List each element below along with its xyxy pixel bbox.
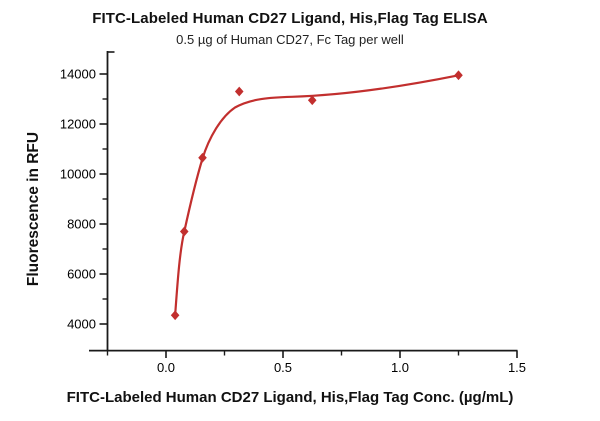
y-tick-label: 6000 [67,267,96,282]
data-point [234,86,244,97]
data-point [198,152,207,163]
data-point [170,310,180,321]
x-tick-label: 1.5 [508,360,526,375]
data-point [307,95,317,106]
x-tick-label: 0.5 [274,360,292,375]
fit-curve [173,74,460,319]
y-tick-label: 8000 [67,217,96,232]
y-tick-label: 14000 [60,67,96,82]
y-tick-label: 10000 [60,167,96,182]
x-tick-label: 0.0 [157,360,175,375]
data-point [454,70,463,81]
x-axis-title: FITC-Labeled Human CD27 Ligand, His,Flag… [66,389,514,406]
data-point [179,226,189,237]
y-tick-label: 4000 [67,317,96,332]
x-tick-label: 1.0 [391,360,409,375]
chart-title: FITC-Labeled Human CD27 Ligand, His,Flag… [92,10,488,27]
y-tick-label: 12000 [60,117,96,132]
chart-subtitle: 0.5 µg of Human CD27, Fc Tag per well [176,32,404,47]
